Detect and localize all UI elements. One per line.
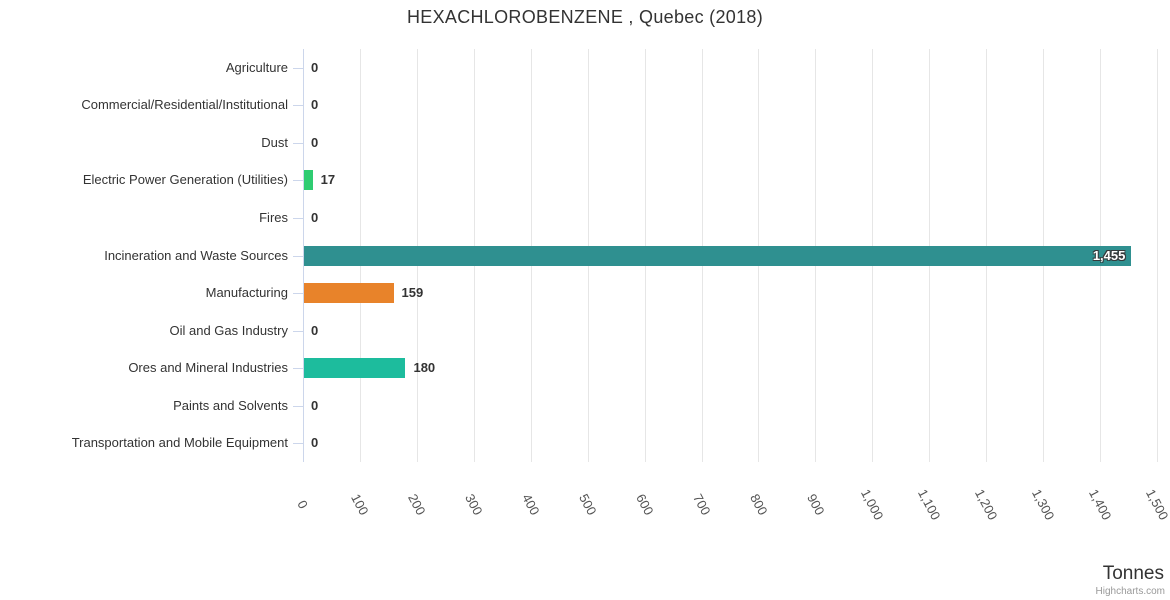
value-label: 0 [311, 134, 319, 150]
value-label: 0 [311, 97, 319, 113]
category-tick-mark [293, 180, 303, 182]
value-label: 0 [311, 209, 319, 225]
bar-electric-power-generation-utilities[interactable] [304, 170, 313, 191]
category-tick-mark [293, 142, 303, 144]
bar-ores-and-mineral-industries[interactable] [304, 358, 406, 379]
value-label: 0 [311, 59, 319, 75]
bar-incineration-and-waste-sources[interactable] [304, 245, 1132, 266]
value-axis-tick-text: 0 [294, 497, 312, 512]
category-tick-mark [293, 405, 303, 407]
category-label-incineration-and-waste-sources: Incineration and Waste Sources [104, 247, 288, 263]
value-axis-tick-text: 1,200 [971, 486, 1001, 523]
value-label: 159 [401, 285, 424, 301]
category-tick-mark [293, 217, 303, 219]
category-label-fires: Fires [259, 209, 288, 225]
category-tick-mark [293, 330, 303, 332]
value-label: 0 [311, 435, 319, 451]
value-axis-tick-text: 1,000 [858, 486, 887, 523]
value-axis-tick-text: 1,100 [915, 486, 944, 523]
value-axis-tick-text: 600 [632, 491, 657, 518]
value-label: 17 [320, 172, 336, 188]
value-label: 0 [311, 322, 319, 338]
category-label-dust: Dust [261, 134, 288, 150]
category-tick-mark [293, 67, 303, 69]
value-axis-tick-text: 300 [462, 491, 486, 518]
category-label-electric-power-generation-utilities: Electric Power Generation (Utilities) [82, 172, 288, 188]
value-axis-tick-text: 800 [746, 491, 771, 518]
category-label-ores-and-mineral-industries: Ores and Mineral Industries [128, 360, 288, 376]
category-label-oil-and-gas-industry: Oil and Gas Industry [169, 322, 289, 338]
category-label-agriculture: Agriculture [225, 59, 288, 75]
value-axis-tick-text: 900 [803, 491, 828, 518]
value-axis-tick-text: 500 [575, 491, 600, 518]
value-label: 0 [311, 397, 319, 413]
category-axis-line [303, 49, 304, 462]
gridline [1157, 49, 1158, 462]
axis-title-tonnes: Tonnes [1102, 563, 1164, 584]
value-label: 180 [413, 360, 436, 376]
category-tick-mark [293, 443, 303, 445]
category-label-transportation-and-mobile-equipment: Transportation and Mobile Equipment [71, 435, 288, 451]
highcharts-credit-link[interactable]: Highcharts.com [1095, 586, 1165, 597]
value-axis-tick-text: 1,500 [1142, 486, 1170, 523]
category-label-manufacturing: Manufacturing [205, 285, 288, 301]
category-tick-mark [293, 255, 303, 257]
value-axis-tick-text: 400 [519, 491, 543, 518]
bar-manufacturing[interactable] [304, 283, 394, 304]
value-axis-tick-text: 700 [689, 491, 714, 518]
value-axis-tick-text: 1,300 [1028, 486, 1058, 523]
category-tick-mark [293, 368, 303, 370]
category-label-paints-and-solvents: Paints and Solvents [173, 397, 288, 413]
value-label: 1,455 [1092, 247, 1126, 263]
chart-title: HEXACHLOROBENZENE , Quebec (2018) [406, 7, 764, 27]
value-axis-tick-text: 100 [348, 491, 372, 518]
value-axis-tick-text: 200 [405, 491, 429, 518]
category-tick-mark [293, 105, 303, 107]
category-label-commercial-residential-institutional: Commercial/Residential/Institutional [81, 97, 288, 113]
value-axis-tick-text: 1,400 [1085, 486, 1115, 523]
category-tick-mark [293, 293, 303, 295]
